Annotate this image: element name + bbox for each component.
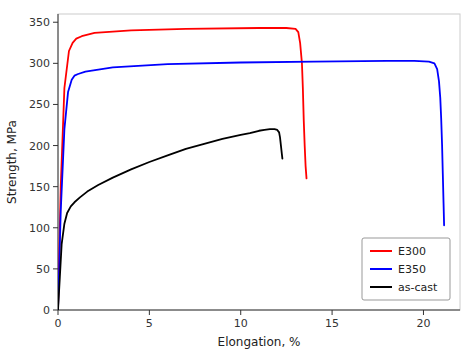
y-tick <box>53 186 58 187</box>
legend-label: as-cast <box>398 281 438 294</box>
y-tick <box>53 104 58 105</box>
x-tick-label: 20 <box>416 317 430 330</box>
y-tick <box>53 227 58 228</box>
y-tick <box>53 63 58 64</box>
y-tick-label: 350 <box>29 16 50 29</box>
legend-box <box>362 238 450 300</box>
y-tick-label: 150 <box>29 181 50 194</box>
y-tick-label: 200 <box>29 140 50 153</box>
x-tick <box>423 310 424 315</box>
x-tick-label: 5 <box>146 317 153 330</box>
y-tick <box>53 310 58 311</box>
series-line <box>58 129 282 310</box>
x-tick <box>332 310 333 315</box>
y-tick-label: 100 <box>29 222 50 235</box>
x-axis-line <box>58 310 460 311</box>
x-tick <box>149 310 150 315</box>
x-tick <box>240 310 241 315</box>
y-tick-label: 300 <box>29 57 50 70</box>
x-axis-label: Elongation, % <box>218 335 301 349</box>
chart: 05101520050100150200250300350Elongation,… <box>0 0 474 354</box>
x-tick-label: 15 <box>325 317 339 330</box>
x-tick <box>58 310 59 315</box>
plot-area <box>58 14 460 310</box>
legend-label: E350 <box>398 263 426 276</box>
y-tick <box>53 145 58 146</box>
legend-swatch <box>370 286 392 288</box>
x-tick-label: 10 <box>234 317 248 330</box>
y-axis-label: Strength, MPa <box>5 120 19 204</box>
legend-swatch <box>370 268 392 270</box>
y-tick <box>53 268 58 269</box>
y-tick-label: 250 <box>29 98 50 111</box>
legend: E300 E350 as-cast <box>362 238 450 300</box>
y-tick-label: 0 <box>43 304 50 317</box>
legend-swatch <box>370 250 392 252</box>
x-tick-label: 0 <box>55 317 62 330</box>
y-tick <box>53 22 58 23</box>
legend-label: E300 <box>398 245 426 258</box>
y-tick-label: 50 <box>36 263 50 276</box>
